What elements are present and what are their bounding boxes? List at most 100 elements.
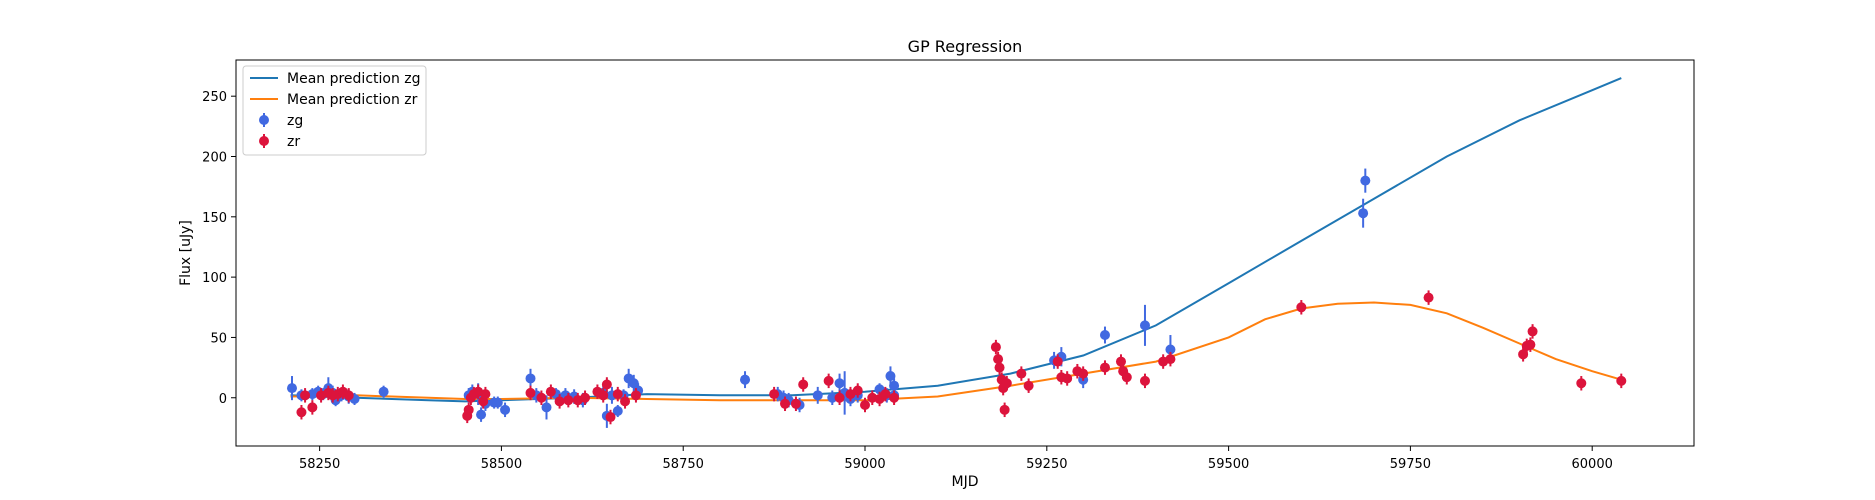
data-point-zr	[990, 342, 1001, 353]
x-axis-label: MJD	[952, 474, 979, 490]
y-tick-label: 200	[202, 151, 227, 166]
data-point-zr	[1099, 362, 1110, 373]
y-axis-label: Flux [uJy]	[178, 220, 194, 286]
data-point-zr	[1525, 339, 1536, 350]
data-point-zr	[296, 407, 307, 418]
data-point-zr	[307, 402, 318, 413]
data-point-zr	[769, 389, 780, 400]
data-point-zr	[780, 398, 791, 409]
legend-marker-zr	[259, 136, 269, 146]
data-point-zr	[563, 395, 574, 406]
data-point-zr	[1518, 349, 1529, 360]
data-point-zg	[740, 374, 751, 385]
x-tick-label: 58500	[481, 457, 522, 472]
data-point-zr	[580, 392, 591, 403]
data-point-zr	[798, 379, 809, 390]
x-tick-label: 59750	[1390, 457, 1431, 472]
data-point-zr	[545, 386, 556, 397]
data-point-zg	[286, 383, 297, 394]
x-tick-label: 59500	[1208, 457, 1249, 472]
data-point-zr	[300, 390, 311, 401]
data-point-zr	[1052, 356, 1063, 367]
x-tick-label: 59000	[844, 457, 885, 472]
y-tick-label: 250	[202, 90, 227, 105]
data-point-zr	[480, 389, 491, 400]
y-tick-label: 50	[210, 331, 227, 346]
y-tick-label: 100	[202, 271, 227, 286]
plot-frame	[235, 59, 1695, 447]
data-point-zr	[620, 396, 631, 407]
y-axis: 0 50 100 150 200 250	[202, 90, 236, 407]
data-point-zr	[834, 392, 845, 403]
y-tick-label: 150	[202, 211, 227, 226]
legend-frame	[242, 65, 427, 156]
data-point-zg	[834, 378, 845, 389]
data-point-zr	[1078, 368, 1089, 379]
gp-mean-line-zr	[290, 301, 1622, 402]
data-point-zr	[1527, 326, 1538, 337]
data-point-zr	[601, 379, 612, 390]
legend-label-points-zg: zg	[287, 113, 303, 129]
data-point-zr	[823, 375, 834, 386]
data-point-zr	[1296, 302, 1307, 313]
data-point-zg	[1358, 208, 1369, 219]
x-axis: 58250 58500 58750 59000 59250 59500 59750 60000	[299, 446, 1613, 472]
series-zr	[296, 290, 1627, 425]
legend: Mean prediction zg Mean prediction zr zg…	[242, 65, 427, 156]
data-point-zg	[1099, 330, 1110, 341]
x-tick-label: 58750	[663, 457, 704, 472]
y-tick-label: 0	[219, 392, 227, 407]
data-point-zr	[994, 362, 1005, 373]
data-point-zg	[885, 371, 896, 382]
data-point-zg	[476, 409, 487, 420]
data-point-zg	[500, 404, 511, 415]
data-point-zr	[554, 396, 565, 407]
data-point-zg	[889, 380, 900, 391]
data-point-zg	[628, 378, 639, 389]
data-point-zr	[630, 390, 641, 401]
data-point-zr	[1423, 292, 1434, 303]
data-point-zr	[463, 404, 474, 415]
data-point-zr	[993, 354, 1004, 365]
data-point-zr	[1616, 375, 1627, 386]
data-point-zr	[525, 387, 536, 398]
data-point-zr	[889, 392, 900, 403]
data-point-zr	[612, 389, 623, 400]
legend-label-line-zr: Mean prediction zr	[287, 92, 418, 108]
x-tick-label: 60000	[1572, 457, 1613, 472]
data-point-zr	[1115, 356, 1126, 367]
x-tick-label: 58250	[299, 457, 340, 472]
data-point-zr	[343, 390, 354, 401]
data-point-zr	[852, 385, 863, 396]
data-point-zg	[612, 406, 623, 417]
data-point-zr	[1023, 380, 1034, 391]
data-point-zg	[812, 390, 823, 401]
data-point-zr	[1576, 378, 1587, 389]
data-point-zr	[605, 412, 616, 423]
data-point-zr	[598, 390, 609, 401]
data-point-zr	[790, 398, 801, 409]
data-point-zr	[1062, 373, 1073, 384]
legend-label-line-zg: Mean prediction zg	[287, 71, 421, 87]
data-point-zg	[378, 386, 389, 397]
x-tick-label: 59250	[1026, 457, 1067, 472]
data-point-zg	[541, 402, 552, 413]
data-point-zg	[492, 397, 503, 408]
data-point-zr	[880, 389, 891, 400]
plot-area	[286, 77, 1627, 428]
data-point-zr	[999, 404, 1010, 415]
data-point-zr	[1139, 375, 1150, 386]
legend-label-points-zr: zr	[287, 134, 300, 150]
data-point-zr	[1016, 368, 1027, 379]
data-point-zr	[1121, 372, 1132, 383]
data-point-zg	[1139, 320, 1150, 331]
chart-title: GP Regression	[908, 37, 1023, 56]
data-point-zg	[1360, 175, 1371, 186]
data-point-zg	[827, 392, 838, 403]
data-point-zr	[1001, 378, 1012, 389]
legend-marker-zg	[259, 115, 269, 125]
data-point-zr	[860, 399, 871, 410]
data-point-zr	[1165, 354, 1176, 365]
data-point-zg	[525, 373, 536, 384]
